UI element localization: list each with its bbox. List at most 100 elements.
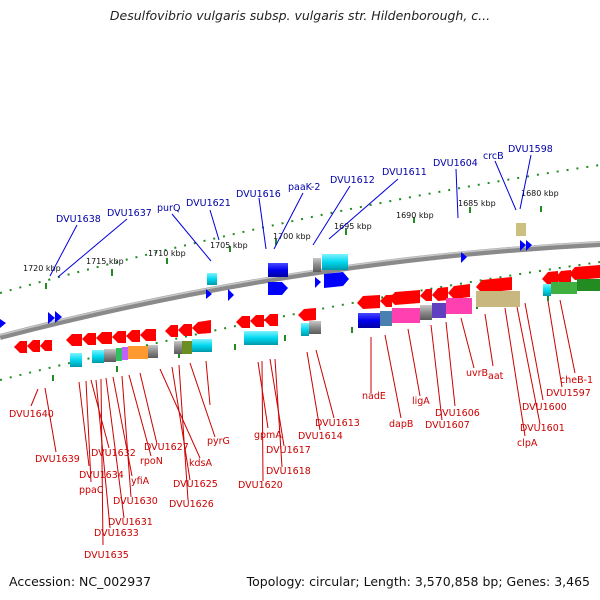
gene-label: yfiA [131, 476, 150, 487]
cog-block [551, 282, 577, 294]
gene-arrow [357, 295, 380, 309]
cog-block [577, 279, 600, 291]
gene-label: kdsA [189, 458, 212, 469]
cog-block [244, 331, 278, 345]
gene-arrow [520, 240, 526, 251]
cog-block [268, 263, 288, 277]
scale-label: 1695 kbp [334, 222, 372, 231]
cog-block [309, 321, 321, 334]
gene-arrow [82, 333, 96, 345]
gene-arrow [542, 271, 558, 285]
top-gene-labels: DVU1638 DVU1637 purQ DVU1621 DVU1616 paa… [56, 144, 553, 225]
gene-label: DVU1601 [520, 423, 565, 434]
forward-cog-blocks [207, 223, 526, 285]
gene-label: aat [488, 371, 504, 382]
bottom-gene-labels: DVU1640 DVU1639 DVU1634 ppaC DVU1632 DVU… [9, 368, 593, 561]
gene-arrow [27, 340, 40, 352]
gene-label: DVU1620 [238, 480, 283, 491]
cog-block [182, 341, 192, 354]
cog-block [420, 305, 432, 320]
gene-arrow [420, 289, 432, 301]
gene-arrow [476, 277, 512, 293]
gene-arrow [569, 265, 600, 280]
gene-label: crcB [483, 151, 504, 162]
cog-block [148, 345, 158, 358]
gene-label: DVU1606 [435, 408, 480, 419]
cog-block [358, 313, 380, 328]
gene-label: DVU1637 [107, 208, 152, 219]
gene-arrow [48, 312, 55, 324]
cog-block [207, 273, 217, 285]
cog-block [392, 308, 420, 323]
cog-block [92, 350, 104, 363]
map-title: Desulfovibrio vulgaris subsp. vulgaris s… [109, 8, 491, 23]
gene-label: DVU1598 [508, 144, 553, 155]
gene-arrow [228, 289, 234, 301]
gene-label: dapB [389, 419, 413, 430]
scale-label: 1685 kbp [458, 199, 496, 208]
top-leader-lines [49, 154, 532, 278]
gene-arrow [66, 334, 82, 346]
gene-label: DVU1597 [546, 388, 591, 399]
gene-arrow [555, 270, 571, 284]
gene-label: paaK-2 [288, 182, 320, 193]
scale-label: 1690 kbp [396, 211, 434, 220]
gene-label: nadE [362, 391, 386, 402]
gene-label: purQ [157, 203, 180, 214]
gene-arrow [165, 325, 178, 337]
gene-label: rpoN [140, 456, 163, 467]
gene-arrow [112, 331, 126, 343]
cog-block [516, 223, 526, 236]
cog-block [174, 341, 182, 354]
gene-arrow [264, 314, 278, 326]
scale-label: 1680 kbp [521, 189, 559, 198]
cog-block [104, 349, 116, 362]
cog-block [446, 298, 472, 314]
gene-arrow [250, 315, 264, 327]
gene-arrow [96, 332, 112, 344]
scale-label: 1700 kbp [273, 232, 311, 241]
gene-arrow [526, 240, 532, 251]
gene-arrow [140, 329, 156, 341]
gene-label: DVU1616 [236, 189, 281, 200]
scale-label: 1720 kbp [23, 264, 61, 273]
gene-arrow [126, 330, 140, 342]
gene-label: DVU1618 [266, 466, 311, 477]
gene-label: uvrB [466, 368, 488, 379]
reverse-cog-blocks [70, 279, 600, 367]
gene-label: DVU1617 [266, 445, 311, 456]
gene-label: DVU1630 [113, 496, 158, 507]
scale-label: 1715 kbp [86, 257, 124, 266]
cog-block [432, 303, 446, 318]
bottom-leader-lines [30, 299, 576, 546]
gene-label: DVU1634 [79, 470, 124, 481]
gene-label: DVU1604 [433, 158, 478, 169]
gene-label: DVU1638 [56, 214, 101, 225]
accession-text: Accession: NC_002937 [9, 574, 152, 589]
gene-arrow [178, 324, 192, 336]
gene-label: ppaC [79, 485, 104, 496]
backbone-highlight [0, 241, 600, 336]
scale-labels: 1720 kbp 1715 kbp 1710 kbp 1705 kbp 1700… [23, 189, 559, 273]
gene-arrow [268, 282, 288, 295]
gene-label: DVU1611 [382, 167, 427, 178]
gene-arrow [298, 308, 316, 321]
cog-block [380, 311, 392, 326]
gene-arrow [448, 284, 470, 299]
gene-label: DVU1633 [94, 528, 139, 539]
cog-block [128, 346, 148, 359]
reverse-genes [14, 265, 600, 353]
gene-arrow [206, 289, 212, 299]
gene-arrow [380, 295, 392, 307]
cog-block [122, 347, 128, 360]
cog-block [301, 323, 309, 336]
gene-arrow [55, 311, 62, 323]
gene-arrow [432, 287, 448, 301]
forward-genes [0, 240, 532, 328]
gene-arrow [315, 277, 321, 288]
cog-block [313, 258, 321, 272]
gene-label: ligA [412, 396, 430, 407]
genome-backbone [0, 241, 600, 340]
gene-label: DVU1614 [298, 431, 343, 442]
